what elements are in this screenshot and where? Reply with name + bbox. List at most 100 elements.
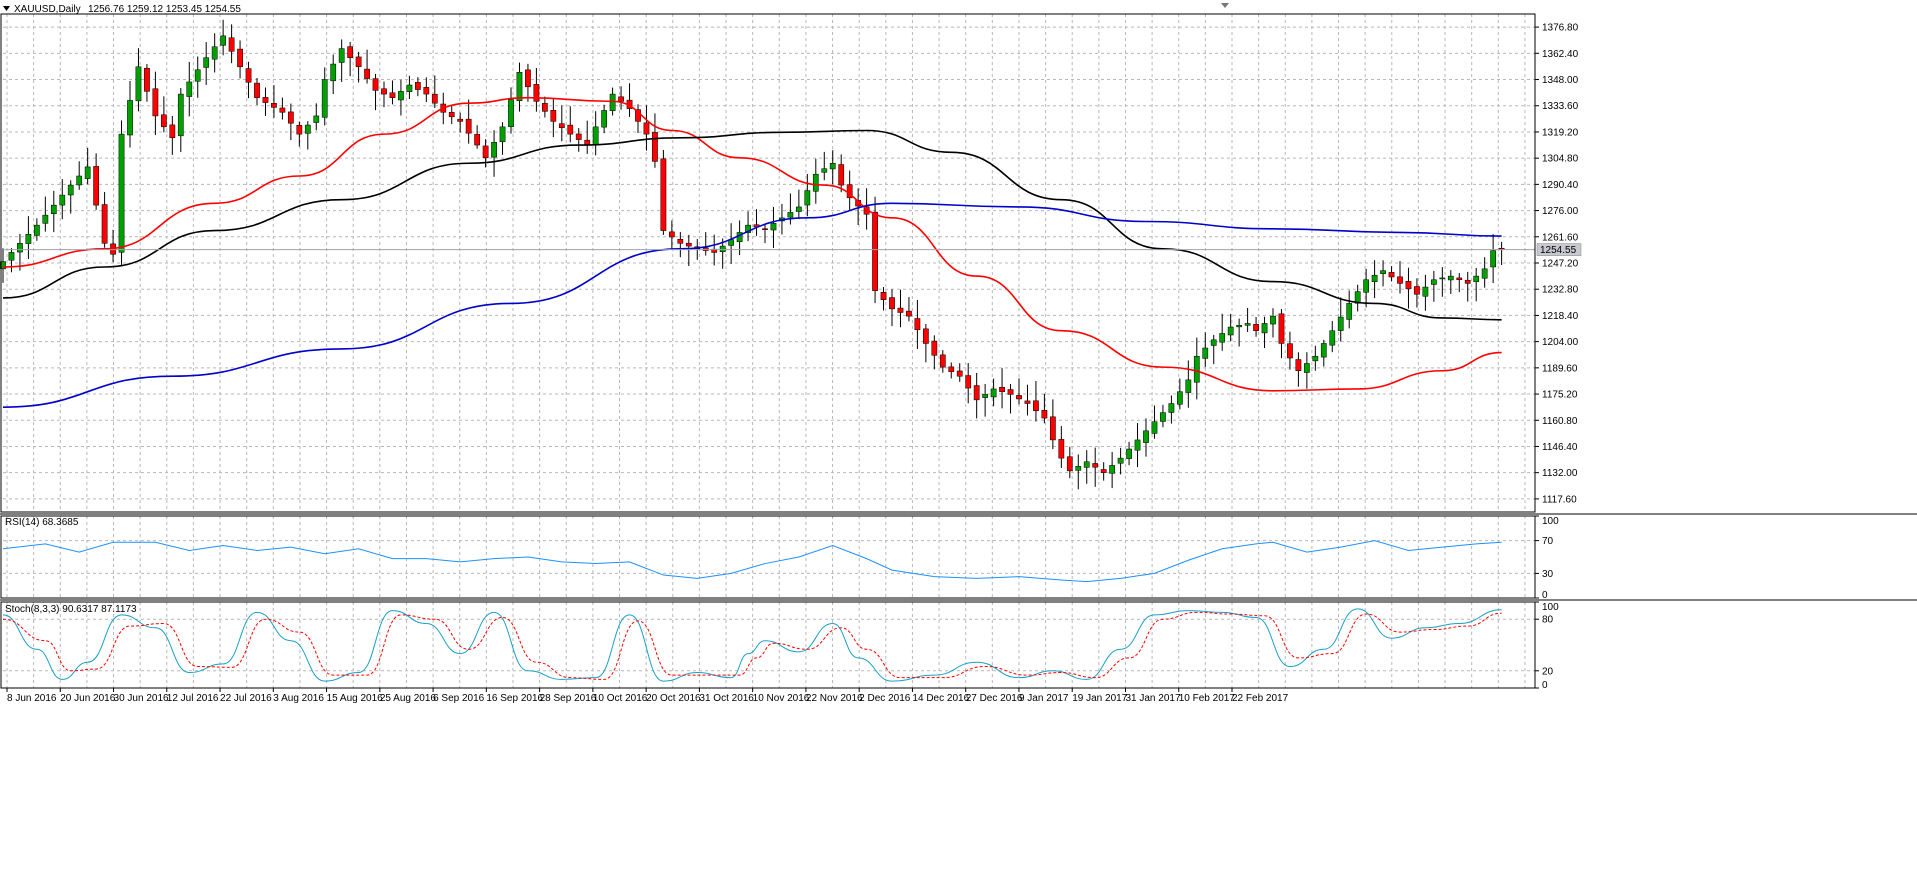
x-tick-label: 31 Jan 2017 bbox=[1125, 693, 1180, 704]
candle-up bbox=[321, 79, 328, 118]
y-tick-label: 1146.40 bbox=[1542, 442, 1578, 453]
x-tick-label: 28 Sep 2016 bbox=[540, 693, 597, 704]
candle-down bbox=[423, 87, 430, 95]
y-tick-label: 1232.80 bbox=[1542, 285, 1579, 296]
stoch-axis: 100 80 20 0 bbox=[1535, 601, 1559, 691]
candle-down bbox=[1388, 272, 1395, 278]
shift-marker-icon[interactable] bbox=[1221, 3, 1229, 8]
candle-up bbox=[804, 190, 811, 206]
menu-triangle-icon[interactable] bbox=[3, 6, 10, 11]
candle-up bbox=[745, 224, 751, 233]
x-tick-label: 6 Sep 2016 bbox=[433, 693, 485, 704]
candle-up bbox=[1210, 339, 1217, 346]
candle-up bbox=[1371, 274, 1378, 282]
ma-line-1 bbox=[2, 96, 1502, 392]
candle-up bbox=[67, 184, 74, 196]
y-tick-label: 1261.60 bbox=[1542, 232, 1579, 243]
candle-up bbox=[220, 35, 227, 46]
candle-up bbox=[17, 243, 23, 253]
candle-down bbox=[1092, 463, 1099, 468]
candle-down bbox=[287, 111, 294, 124]
candle-up bbox=[304, 124, 311, 134]
candle-up bbox=[499, 126, 506, 143]
x-tick-label: 20 Oct 2016 bbox=[646, 693, 701, 704]
candle-up bbox=[50, 204, 57, 214]
candle-down bbox=[1007, 389, 1014, 395]
rsi-tick-label: 70 bbox=[1542, 536, 1554, 547]
candle-down bbox=[906, 310, 912, 317]
candle-down bbox=[254, 82, 260, 98]
candle-up bbox=[186, 81, 193, 97]
candle-down bbox=[389, 92, 396, 98]
y-tick-label: 1362.40 bbox=[1542, 49, 1579, 60]
candle-down bbox=[889, 297, 895, 310]
candle-up bbox=[609, 93, 616, 111]
candle-up bbox=[990, 388, 997, 398]
candle-up bbox=[1219, 333, 1226, 343]
candle-up bbox=[194, 69, 201, 82]
candle-down bbox=[1016, 395, 1022, 400]
x-tick-label: 2 Dec 2016 bbox=[859, 693, 911, 704]
candle-down bbox=[939, 354, 946, 368]
candle-up bbox=[1473, 275, 1480, 282]
candle-down bbox=[956, 370, 963, 377]
candle-down bbox=[965, 375, 972, 389]
candle-down bbox=[237, 48, 243, 68]
candle-up bbox=[1363, 279, 1370, 293]
y-tick-label: 1189.60 bbox=[1542, 363, 1578, 374]
candle-down bbox=[1278, 313, 1285, 344]
candle-down bbox=[1287, 343, 1293, 359]
candle-down bbox=[465, 118, 472, 134]
candle-down bbox=[152, 88, 159, 117]
y-tick-label: 1304.80 bbox=[1542, 154, 1579, 165]
candle-down bbox=[431, 93, 438, 104]
candle-up bbox=[313, 115, 320, 123]
candle-down bbox=[101, 204, 108, 244]
candle-up bbox=[1439, 277, 1446, 280]
stoch-indicator bbox=[2, 608, 1502, 682]
x-tick-label: 12 Jul 2016 bbox=[167, 693, 219, 704]
candle-up bbox=[1083, 461, 1090, 468]
y-tick-label: 1290.40 bbox=[1542, 180, 1579, 191]
candle-down bbox=[1456, 277, 1463, 280]
candle-down bbox=[931, 340, 938, 356]
y-tick-label: 1117.60 bbox=[1542, 494, 1577, 505]
candle-up bbox=[1134, 439, 1141, 451]
candle-down bbox=[1066, 456, 1073, 472]
x-tick-label: 9 Jan 2017 bbox=[1019, 693, 1069, 704]
candle-down bbox=[381, 88, 387, 95]
candle-up bbox=[1320, 343, 1327, 358]
candle-down bbox=[448, 112, 455, 118]
pane-frame-3 bbox=[0, 601, 1536, 689]
candle-down bbox=[355, 56, 362, 68]
candle-down bbox=[550, 110, 557, 122]
candle-down bbox=[618, 96, 624, 102]
x-tick-label: 16 Sep 2016 bbox=[486, 693, 543, 704]
candle-down bbox=[872, 211, 878, 291]
pane-frames bbox=[0, 13, 1917, 689]
candle-down bbox=[897, 307, 904, 313]
candle-up bbox=[787, 212, 794, 218]
candle-up bbox=[982, 394, 989, 398]
candle-up bbox=[795, 206, 802, 212]
y-tick-label: 1160.80 bbox=[1542, 416, 1578, 427]
candle-down bbox=[262, 97, 269, 103]
candle-up bbox=[1312, 355, 1319, 362]
candle-up bbox=[1430, 279, 1437, 285]
candle-up bbox=[1354, 291, 1361, 304]
candle-down bbox=[575, 133, 582, 140]
candle-up bbox=[203, 57, 210, 68]
current-price-box bbox=[1536, 243, 1582, 256]
candle-down bbox=[245, 68, 252, 83]
stoch-tick-label: 80 bbox=[1542, 615, 1554, 626]
rsi-tick-label: 0 bbox=[1542, 590, 1548, 601]
candle-up bbox=[1075, 466, 1082, 471]
candle-down bbox=[1033, 400, 1039, 412]
candle-up bbox=[1193, 355, 1200, 383]
candle-up bbox=[1303, 363, 1310, 373]
candle-up bbox=[1261, 323, 1268, 334]
stoch-tick-label: 20 bbox=[1542, 666, 1554, 677]
candles bbox=[0, 19, 1505, 490]
